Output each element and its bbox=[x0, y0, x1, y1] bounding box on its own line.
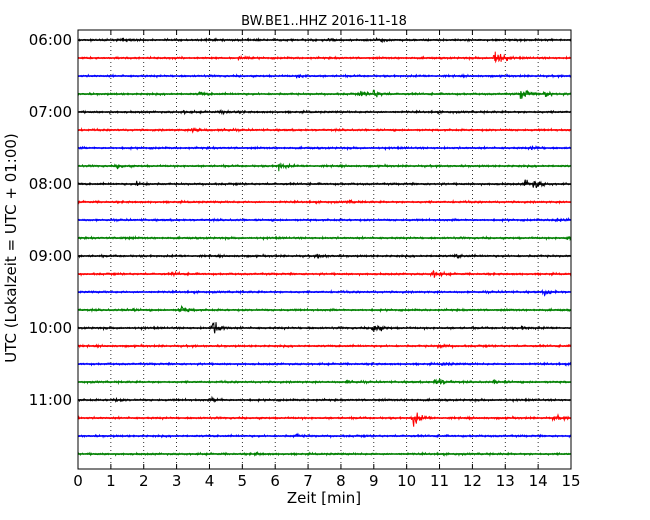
y-tick-label: 08:00 bbox=[29, 175, 72, 193]
y-axis-ticks: 06:00 07:00 08:00 09:00 10:00 11:00 bbox=[29, 31, 571, 409]
x-tick-label: 7 bbox=[303, 472, 313, 490]
x-tick-label: 12 bbox=[463, 472, 482, 490]
x-tick-label: 1 bbox=[106, 472, 116, 490]
x-tick-label: 10 bbox=[397, 472, 416, 490]
x-tick-label: 8 bbox=[336, 472, 346, 490]
chart-title: BW.BE1..HHZ 2016-11-18 bbox=[241, 14, 407, 29]
trace-line bbox=[77, 51, 572, 64]
y-tick-label: 11:00 bbox=[29, 391, 72, 409]
y-axis-label: UTC (Lokalzeit = UTC + 01:00) bbox=[2, 133, 20, 363]
trace-line bbox=[77, 412, 572, 427]
x-tick-label: 6 bbox=[270, 472, 280, 490]
seismogram-traces bbox=[77, 36, 572, 458]
x-tick-label: 9 bbox=[369, 472, 379, 490]
x-axis-label: Zeit [min] bbox=[287, 489, 361, 507]
x-tick-label: 15 bbox=[561, 472, 580, 490]
x-tick-label: 0 bbox=[73, 472, 83, 490]
x-tick-label: 5 bbox=[238, 472, 248, 490]
y-tick-label: 10:00 bbox=[29, 319, 72, 337]
x-tick-label: 11 bbox=[430, 472, 449, 490]
trace-line bbox=[77, 288, 572, 297]
x-tick-label: 14 bbox=[529, 472, 548, 490]
y-tick-label: 06:00 bbox=[29, 31, 72, 49]
x-tick-label: 3 bbox=[172, 472, 182, 490]
x-tick-label: 2 bbox=[139, 472, 149, 490]
trace-line bbox=[77, 162, 572, 172]
x-tick-label: 13 bbox=[496, 472, 515, 490]
y-tick-label: 07:00 bbox=[29, 103, 72, 121]
grid-lines bbox=[110, 30, 539, 469]
plot-frame bbox=[77, 29, 572, 470]
x-axis-ticks: 0 1 2 3 4 5 6 7 8 9 10 11 12 13 14 15 bbox=[73, 30, 581, 490]
y-tick-label: 09:00 bbox=[29, 247, 72, 265]
x-tick-label: 4 bbox=[205, 472, 215, 490]
